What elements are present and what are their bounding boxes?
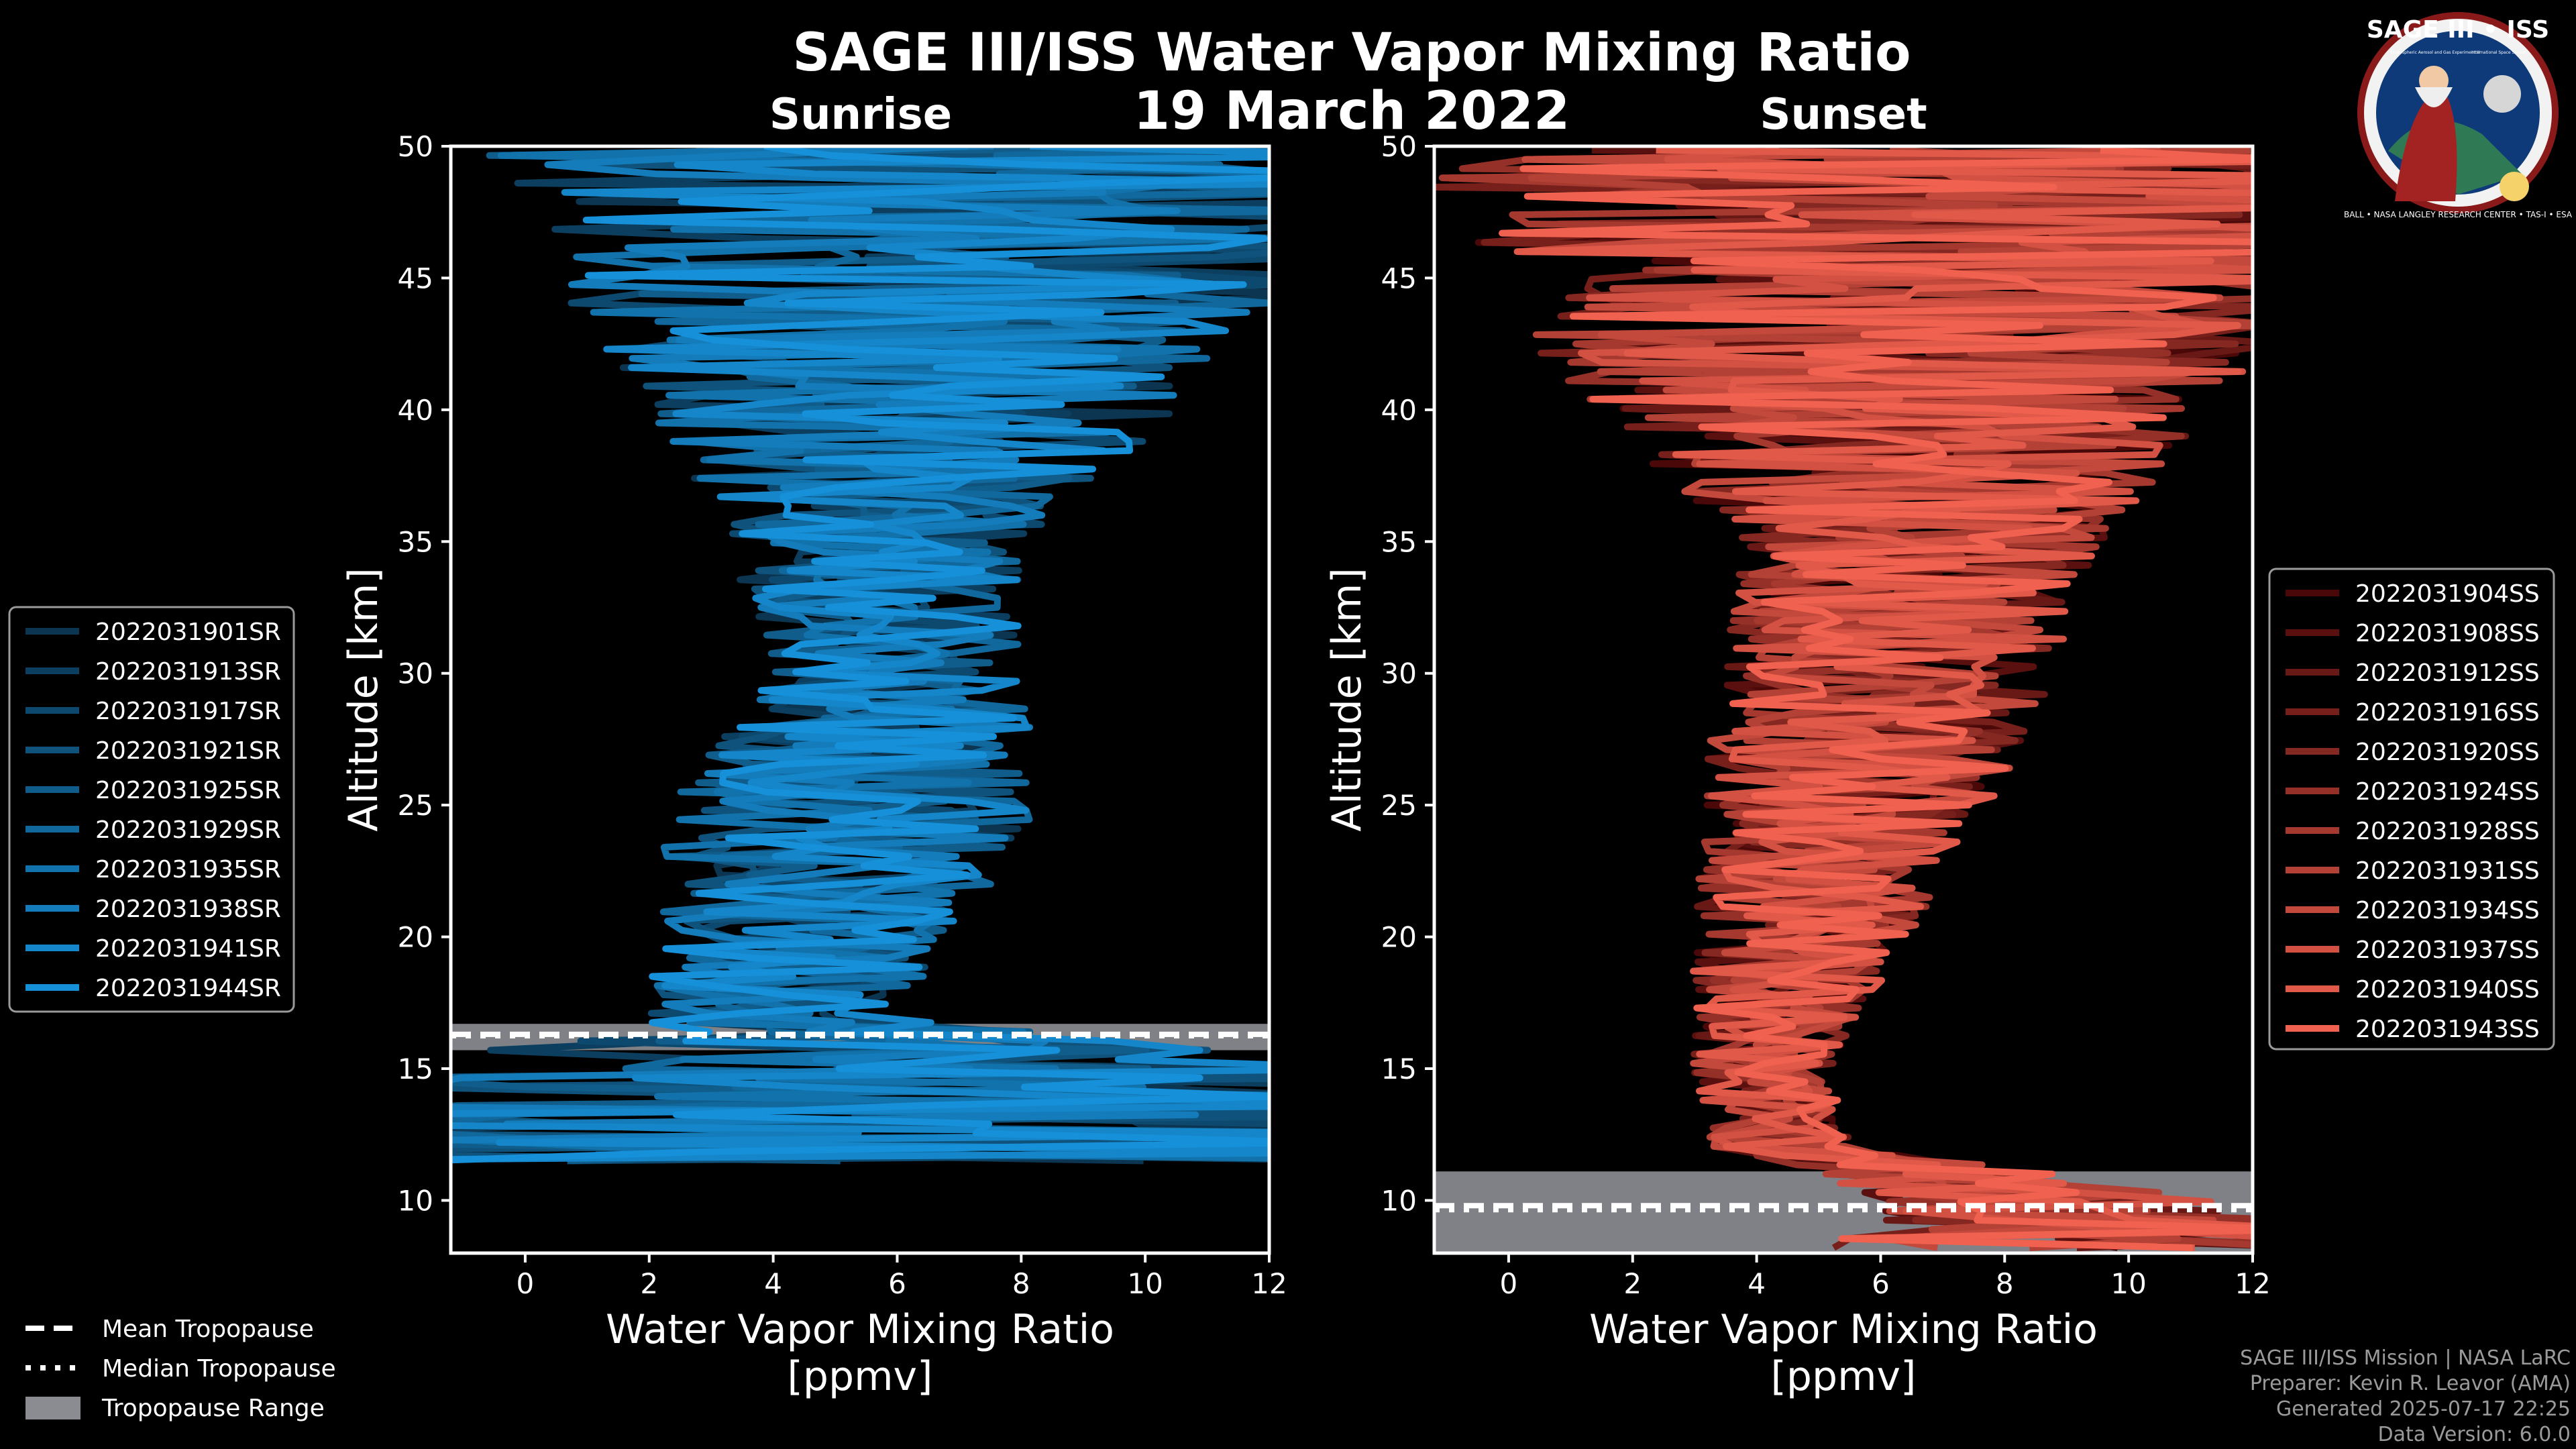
legend-label-2022031937SS: 2022031937SS [2355, 936, 2540, 964]
y-tick-label: 45 [398, 262, 433, 294]
sunrise-chart-panel: 0 2 4 6 8 10 12 10 15 20 25 30 35 40 45 50 Altitude [km… [340, 130, 1287, 1400]
y-tick-label: 35 [398, 525, 433, 558]
legend-label-2022031944SR: 2022031944SR [95, 975, 281, 1002]
legend-label-2022031940SS: 2022031940SS [2355, 976, 2540, 1004]
y-tick-label: 35 [1381, 525, 1417, 558]
y-tick-label: 40 [1381, 394, 1417, 427]
y-tick-label: 45 [1381, 262, 1417, 294]
figure-date: 19 March 2022 [1134, 81, 1570, 142]
sunset-profile-lines [1434, 146, 2253, 1252]
legend-label-2022031920SS: 2022031920SS [2355, 739, 2540, 766]
x-tick-label: 12 [2235, 1267, 2270, 1300]
x-tick-label: 10 [2110, 1267, 2146, 1300]
profile-line-2022031940SS [1513, 146, 2253, 1252]
sunrise-tropopause-lines [451, 1031, 1269, 1038]
profile-line-2022031943SS [1499, 146, 2253, 1252]
legend-label-2022031928SS: 2022031928SS [2355, 818, 2540, 845]
sunrise-axis-ticks: 0 2 4 6 8 10 12 10 15 20 25 30 35 40 45 50 [398, 130, 1287, 1300]
y-tick-label: 15 [398, 1053, 433, 1085]
tropopause-legend: Mean Tropopause Median Tropopause Tropop… [25, 1316, 336, 1422]
y-tick-label: 20 [1381, 921, 1417, 954]
legend-label-2022031943SS: 2022031943SS [2355, 1016, 2540, 1043]
y-tick-label: 10 [398, 1184, 433, 1217]
y-tick-label: 25 [1381, 789, 1417, 822]
x-tick-label: 6 [888, 1267, 906, 1300]
legend-label-2022031913SR: 2022031913SR [95, 658, 281, 686]
legend-label-2022031941SR: 2022031941SR [95, 935, 281, 963]
y-tick-label: 40 [398, 394, 433, 427]
legend-mean-tropopause: Mean Tropopause [102, 1316, 314, 1343]
y-tick-label: 10 [1381, 1184, 1417, 1217]
sunrise-legend: 2022031901SR 2022031913SR 2022031917SR 2022… [8, 606, 295, 1013]
legend-label-2022031917SR: 2022031917SR [95, 698, 281, 725]
sunset-y-axis-label: Altitude [km] [1324, 568, 1371, 832]
logo-caption-left: Stratospheric Aerosol and Gas Experiment… [2390, 50, 2481, 55]
profile-line-2022031944SR [451, 146, 1269, 1164]
legend-label-2022031904SS: 2022031904SS [2355, 580, 2540, 608]
credit-mission: SAGE III/ISS Mission | NASA LaRC [2240, 1346, 2571, 1370]
credit-preparer: Preparer: Kevin R. Leavor (AMA) [2250, 1372, 2571, 1395]
sunset-legend: 2022031904SS 2022031908SS 2022031912SS 2022… [2268, 568, 2555, 1051]
credit-generated: Generated 2025-07-17 22:25 [2276, 1397, 2571, 1421]
x-tick-label: 2 [640, 1267, 658, 1300]
x-tick-label: 0 [1500, 1267, 1518, 1300]
y-tick-label: 50 [398, 130, 433, 163]
y-tick-label: 20 [398, 921, 433, 954]
logo-ring-text: BALL • NASA LANGLEY RESEARCH CENTER • TA… [2344, 210, 2573, 219]
x-tick-label: 8 [1996, 1267, 2014, 1300]
x-tick-label: 8 [1012, 1267, 1030, 1300]
y-tick-label: 25 [398, 789, 433, 822]
sunset-chart-panel: 0 2 4 6 8 10 12 10 15 20 25 30 35 40 45 50 Altitude [km… [1324, 130, 2271, 1400]
x-tick-label: 4 [764, 1267, 782, 1300]
y-tick-label: 50 [1381, 130, 1417, 163]
x-tick-label: 12 [1251, 1267, 1287, 1300]
y-tick-label: 30 [398, 657, 433, 690]
legend-median-tropopause: Median Tropopause [102, 1355, 336, 1383]
logo-caption-right: International Space Station [2471, 50, 2526, 55]
legend-label-2022031925SR: 2022031925SR [95, 777, 281, 804]
sunrise-x-axis-label: Water Vapor Mixing Ratio [ppmv] [606, 1306, 1114, 1400]
credit-data-version: Data Version: 6.0.0 [2378, 1423, 2571, 1446]
sunset-x-axis-label: Water Vapor Mixing Ratio [ppmv] [1589, 1306, 2098, 1400]
x-tick-label: 10 [1127, 1267, 1163, 1300]
logo-title: SAGE III • ISS [2367, 16, 2549, 44]
sunrise-profile-lines [451, 146, 1269, 1165]
x-tick-label: 2 [1623, 1267, 1642, 1300]
y-tick-label: 15 [1381, 1053, 1417, 1085]
x-tick-label: 0 [517, 1267, 535, 1300]
legend-label-2022031916SS: 2022031916SS [2355, 699, 2540, 727]
legend-label-2022031934SS: 2022031934SS [2355, 897, 2540, 924]
legend-label-2022031935SR: 2022031935SR [95, 856, 281, 883]
legend-label-2022031938SR: 2022031938SR [95, 896, 281, 923]
legend-label-2022031908SS: 2022031908SS [2355, 620, 2540, 647]
sage-iii-iss-mission-logo: SAGE III • ISS Stratospheric Aerosol and… [2344, 12, 2573, 219]
legend-label-2022031912SS: 2022031912SS [2355, 659, 2540, 687]
figure-title: SAGE III/ISS Water Vapor Mixing Ratio [792, 23, 1911, 83]
legend-label-2022031901SR: 2022031901SR [95, 619, 281, 646]
legend-label-2022031929SR: 2022031929SR [95, 816, 281, 844]
sunset-panel-title: Sunset [1760, 90, 1927, 140]
profile-line-2022031934SS [1517, 146, 2253, 1252]
profile-line-2022031935SR [451, 146, 1269, 1162]
sunrise-y-axis-label: Altitude [km] [340, 568, 387, 832]
legend-label-2022031931SS: 2022031931SS [2355, 857, 2540, 885]
sunset-axis-ticks: 0 2 4 6 8 10 12 10 15 20 25 30 35 40 45 50 [1381, 130, 2271, 1300]
x-tick-label: 6 [1872, 1267, 1890, 1300]
x-tick-label: 4 [1748, 1267, 1766, 1300]
legend-label-2022031921SR: 2022031921SR [95, 737, 281, 765]
sunset-tropopause-lines [1434, 1203, 2253, 1213]
legend-tropopause-range: Tropopause Range [101, 1395, 325, 1422]
legend-label-2022031924SS: 2022031924SS [2355, 778, 2540, 806]
sunrise-panel-title: Sunrise [769, 90, 952, 140]
y-tick-label: 30 [1381, 657, 1417, 690]
